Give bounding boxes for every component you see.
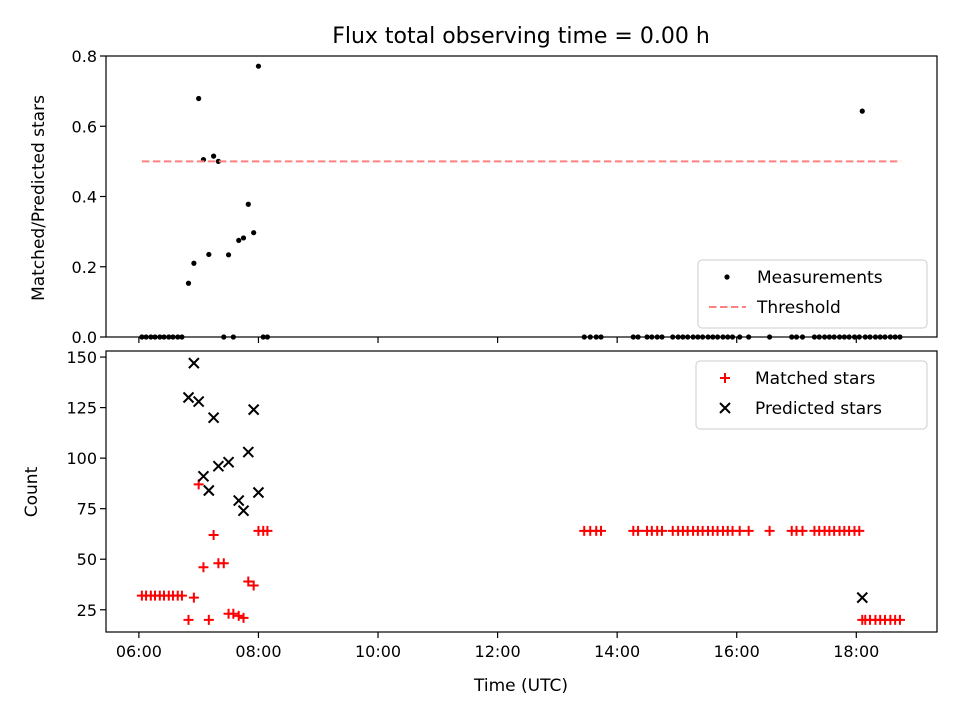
y-tick-label: 0.4	[72, 188, 97, 207]
x-tick-label: 18:00	[833, 642, 879, 661]
y-axis-label: Matched/Predicted stars	[29, 95, 49, 301]
measurements-point	[185, 280, 192, 286]
predicted-stars-point	[203, 484, 215, 497]
measurements-point	[255, 63, 262, 69]
legend-box	[695, 360, 928, 430]
matched-stars-point	[176, 590, 187, 601]
predicted-stars-point	[856, 591, 868, 604]
matched-stars-legend-label: Matched stars	[755, 369, 875, 389]
x-tick-label: 10:00	[355, 642, 401, 661]
predicted-stars-point	[212, 460, 225, 472]
ratio-axes: 0.0 0.2 0.4 0.6 0.8	[72, 47, 938, 347]
matched-stars-point	[248, 580, 259, 591]
x-tick-label: 16:00	[714, 642, 760, 661]
predicted-stars-legend-label: Predicted stars	[755, 399, 882, 419]
predicted-stars-point	[237, 504, 250, 517]
predicted-stars-point	[252, 486, 265, 499]
measurements-point	[236, 237, 242, 244]
y-tick-label: 0.8	[72, 47, 97, 66]
matched-stars-point	[188, 592, 199, 603]
count-panel: Time (UTC) Count 25 50 75 100 125 150 06:00 08:…	[22, 348, 938, 696]
y-tick-label: 25	[77, 601, 97, 620]
predicted-stars-point	[242, 446, 254, 458]
x-tick-label: 14:00	[594, 642, 640, 661]
predicted-stars-point	[233, 494, 245, 507]
y-tick-label: 150	[66, 348, 97, 367]
matched-stars-point	[218, 558, 229, 569]
measurements-point	[215, 158, 221, 164]
plot-frame	[105, 350, 938, 633]
measurements-point	[225, 252, 232, 258]
matched-stars-point	[203, 614, 214, 625]
y-axis-label: Count	[22, 466, 42, 517]
matched-stars-point	[198, 562, 209, 573]
measurements-point	[859, 108, 865, 114]
x-tick-label: 12:00	[475, 642, 521, 661]
matched-stars-point	[243, 576, 254, 587]
matched-stars-point	[238, 612, 249, 623]
measurements-point	[251, 230, 257, 236]
y-tick-label: 100	[66, 449, 97, 468]
legend: Matched stars Predicted stars	[695, 360, 928, 430]
count-plot-marks	[136, 357, 905, 625]
matched-stars-point	[262, 525, 273, 536]
measurements-point	[240, 235, 247, 241]
measurements-point	[211, 153, 217, 159]
matched-stars-point	[596, 525, 607, 536]
predicted-stars-point	[247, 403, 260, 416]
matched-stars-point	[743, 525, 754, 536]
y-tick-label: 75	[77, 500, 97, 519]
measurements-point	[206, 251, 212, 258]
y-tick-label: 0.2	[72, 258, 97, 277]
y-tick-label: 50	[77, 550, 97, 569]
matched-stars-legend-swatch	[720, 373, 730, 383]
matched-stars-point	[208, 529, 219, 540]
legend: Measurements Threshold	[697, 259, 928, 329]
threshold-legend-label: Threshold	[756, 298, 841, 318]
measurements-legend-label: Measurements	[757, 268, 883, 288]
matched-stars-point	[183, 614, 194, 625]
matched-stars-point	[633, 525, 644, 536]
matched-stars-point	[228, 608, 239, 619]
x-tick-label: 06:00	[116, 642, 162, 661]
predicted-stars-point	[222, 456, 235, 468]
matched-stars-point	[764, 525, 775, 536]
predicted-stars-point	[207, 412, 220, 424]
chart-title: Flux total observing time = 0.00 h	[332, 24, 710, 49]
measurements-point	[196, 95, 202, 102]
predicted-stars-legend-swatch	[719, 402, 731, 414]
y-tick-label: 0.0	[72, 328, 97, 347]
predicted-stars-point	[182, 391, 195, 404]
measurements-point	[245, 201, 251, 207]
matched-stars-point	[854, 525, 865, 536]
predicted-stars-point	[197, 470, 210, 483]
count-axes: 25 50 75 100 125 150 06:00 08:00 10:00 12:00 14:00…	[66, 348, 938, 661]
y-tick-label: 125	[66, 399, 97, 418]
measurements-point	[191, 260, 197, 266]
matched-stars-point	[734, 525, 745, 536]
measurements-legend-swatch	[724, 274, 730, 280]
y-tick-label: 0.6	[72, 117, 97, 136]
legend-box	[697, 259, 928, 329]
predicted-stars-point	[188, 357, 200, 369]
matched-stars-point	[233, 610, 244, 621]
matched-stars-point	[656, 525, 667, 536]
matched-stars-point	[797, 525, 808, 536]
ratio-panel: Flux total observing time = 0.00 h Match…	[29, 24, 938, 347]
x-axis-label: Time (UTC)	[473, 676, 568, 696]
predicted-stars-point	[192, 395, 205, 408]
x-tick-label: 08:00	[235, 642, 281, 661]
matched-stars-point	[894, 614, 905, 625]
